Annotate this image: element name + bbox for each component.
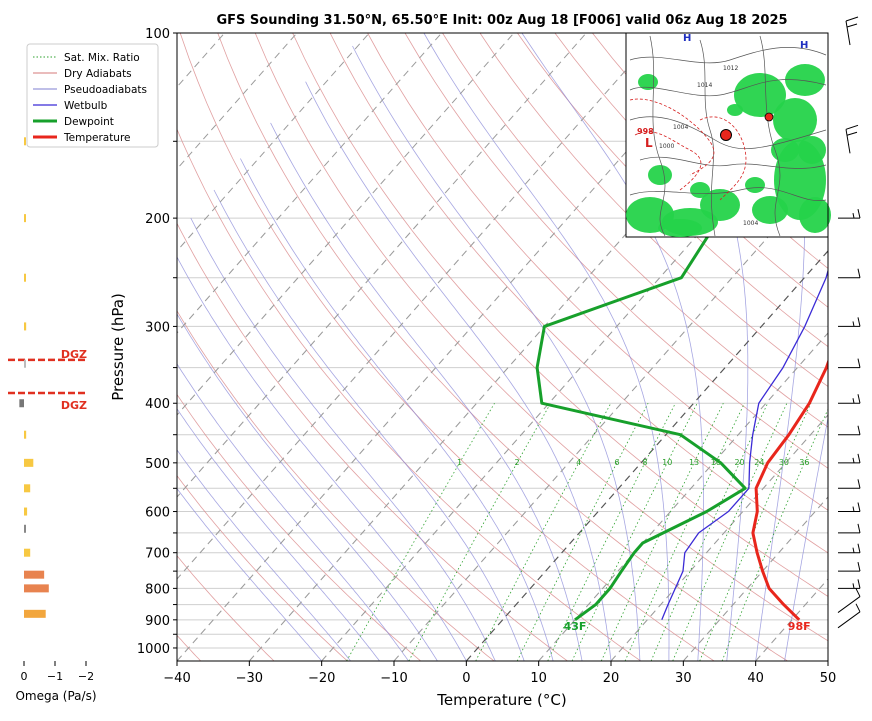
- inset-contour-label: 1004: [743, 220, 758, 227]
- omega-bar: [19, 399, 24, 407]
- inset-precip-area: [773, 98, 817, 142]
- y-tick-label: 100: [145, 27, 170, 42]
- inset-high-label: H: [683, 33, 691, 44]
- mixing-ratio-label: 6: [614, 458, 619, 467]
- omega-bar: [24, 322, 26, 330]
- x-tick-label: 10: [530, 671, 547, 686]
- inset-precip-area: [745, 177, 765, 193]
- dgz-label: DGZ: [61, 399, 87, 412]
- inset-map: L 998 H H 1014 1012 1004 1000 1004: [626, 33, 831, 237]
- legend-label: Pseudoadiabats: [64, 84, 147, 96]
- legend: Sat. Mix. Ratio Dry Adiabats Pseudoadiabat…: [27, 44, 158, 147]
- dgz-label: DGZ: [61, 348, 87, 361]
- nearby-location-marker: [765, 113, 773, 121]
- mixing-ratio-label: 36: [799, 458, 809, 467]
- mixing-ratio-label: 24: [754, 458, 764, 467]
- omega-bar: [24, 584, 49, 592]
- inset-precip-area: [798, 136, 826, 164]
- inset-high-label-2: H: [800, 40, 808, 51]
- sounding-location-marker: [721, 130, 732, 141]
- omega-bar: [24, 610, 46, 618]
- y-tick-label: 400: [145, 397, 170, 412]
- mixing-ratio-label: 13: [689, 458, 699, 467]
- x-tick-label: −10: [380, 671, 407, 686]
- inset-contour-label: 1004: [673, 124, 688, 131]
- omega-bar: [24, 431, 26, 439]
- mixing-ratio-label: 1: [457, 458, 462, 467]
- mixing-ratio-label: 20: [734, 458, 744, 467]
- inset-contour-label: 1000: [659, 143, 674, 150]
- x-tick-label: −30: [236, 671, 263, 686]
- mixing-ratio-label: 2: [515, 458, 520, 467]
- x-tick-label: 0: [462, 671, 470, 686]
- omega-bar: [24, 525, 26, 533]
- inset-precip-area: [648, 165, 672, 185]
- omega-bar: [24, 360, 26, 368]
- inset-precip-area: [799, 197, 831, 233]
- omega-axis-label: Omega (Pa/s): [15, 689, 96, 703]
- y-axis-label: Pressure (hPa): [109, 293, 127, 401]
- y-tick-label: 600: [145, 506, 170, 521]
- omega-tick-label: −1: [47, 670, 63, 683]
- omega-tick-label: 0: [21, 670, 28, 683]
- x-tick-label: −20: [308, 671, 335, 686]
- inset-contour-label: 1012: [723, 65, 738, 72]
- x-tick-label: −40: [163, 671, 190, 686]
- y-tick-label: 800: [145, 582, 170, 597]
- mixing-ratio-label: 4: [576, 458, 581, 467]
- y-tick-label: 200: [145, 212, 170, 227]
- y-tick-label: 1000: [137, 642, 170, 657]
- x-tick-label: 20: [603, 671, 620, 686]
- inset-precip-area: [690, 182, 710, 198]
- legend-label: Temperature: [63, 132, 131, 144]
- y-tick-label: 700: [145, 547, 170, 562]
- mixing-ratio-label: 10: [662, 458, 672, 467]
- omega-bar: [24, 214, 26, 222]
- omega-bar: [24, 484, 30, 492]
- omega-bar: [24, 571, 44, 579]
- legend-label: Sat. Mix. Ratio: [64, 52, 140, 64]
- y-tick-label: 300: [145, 320, 170, 335]
- inset-contour-label: 1014: [697, 82, 712, 89]
- mixing-ratio-label: 30: [779, 458, 789, 467]
- omega-tick-label: −2: [78, 670, 94, 683]
- omega-bar: [24, 459, 33, 467]
- legend-label: Dry Adiabats: [64, 68, 132, 80]
- mixing-ratio-label: 16: [711, 458, 721, 467]
- omega-bar: [24, 274, 26, 282]
- x-axis-label: Temperature (°C): [436, 691, 566, 709]
- omega-bar: [24, 137, 26, 145]
- temperature-surface-label: 98F: [788, 620, 811, 633]
- inset-precip-area: [658, 219, 702, 237]
- x-tick-label: 50: [820, 671, 837, 686]
- mixing-ratio-label: 8: [642, 458, 647, 467]
- legend-label: Dewpoint: [64, 116, 114, 128]
- omega-bar: [24, 508, 27, 516]
- y-tick-label: 900: [145, 614, 170, 629]
- omega-bar: [24, 549, 30, 557]
- dewpoint-surface-label: 43F: [564, 620, 587, 633]
- inset-precip-area: [727, 104, 743, 116]
- inset-precip-area: [785, 64, 825, 96]
- x-tick-label: 40: [747, 671, 764, 686]
- y-tick-label: 500: [145, 457, 170, 472]
- inset-low-label: L: [645, 136, 653, 150]
- legend-label: Wetbulb: [64, 100, 108, 112]
- chart-title: GFS Sounding 31.50°N, 65.50°E Init: 00z …: [216, 13, 787, 28]
- x-tick-label: 30: [675, 671, 692, 686]
- inset-low-value: 998: [637, 127, 654, 136]
